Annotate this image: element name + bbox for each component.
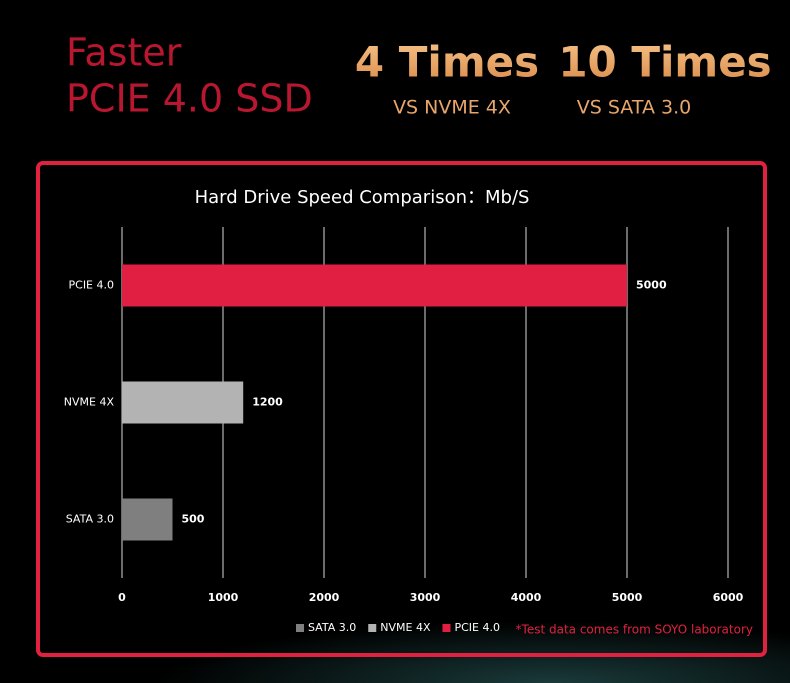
claim-subline: VS SATA 3.0 <box>577 97 691 119</box>
legend-label: SATA 3.0 <box>308 621 356 634</box>
claim-headline: 4 Times <box>355 38 539 87</box>
bar <box>122 498 173 541</box>
legend-label: NVME 4X <box>380 621 431 634</box>
x-tick-label: 2000 <box>309 591 340 604</box>
bar <box>122 264 627 307</box>
chart-frame <box>36 161 767 657</box>
claim-subline: VS NVME 4X <box>393 97 511 119</box>
x-tick-label: 1000 <box>208 591 239 604</box>
bar <box>122 381 244 424</box>
x-tick-label: 4000 <box>511 591 542 604</box>
y-tick-label: NVME 4X <box>64 396 115 409</box>
legend-label: PCIE 4.0 <box>454 621 500 634</box>
data-label: 5000 <box>636 279 667 292</box>
x-tick-label: 5000 <box>612 591 643 604</box>
note: *Test data comes from SOYO laboratory <box>516 623 753 637</box>
legend-swatch <box>442 624 451 632</box>
x-tick-label: 6000 <box>713 591 744 604</box>
plot: 0 1000 2000 3000 4000 5000 6000 PCIE 4.0 NVME 4X… <box>64 227 744 634</box>
legend-swatch <box>296 624 304 632</box>
legend-swatch <box>368 624 377 632</box>
y-tick-label: PCIE 4.0 <box>69 279 115 292</box>
title-line2: PCIE 4.0 SSD <box>66 77 313 121</box>
claim-headline: 10 Times <box>558 38 771 87</box>
background-glow <box>0 560 790 683</box>
chart-title: Hard Drive Speed Comparison：Mb/S <box>195 187 530 208</box>
data-label: 1200 <box>252 396 283 409</box>
x-tick-label: 0 <box>118 591 126 604</box>
data-label: 500 <box>182 513 205 526</box>
title-line1: Faster <box>66 31 182 75</box>
x-tick-label: 3000 <box>410 591 441 604</box>
y-tick-label: SATA 3.0 <box>66 513 114 526</box>
